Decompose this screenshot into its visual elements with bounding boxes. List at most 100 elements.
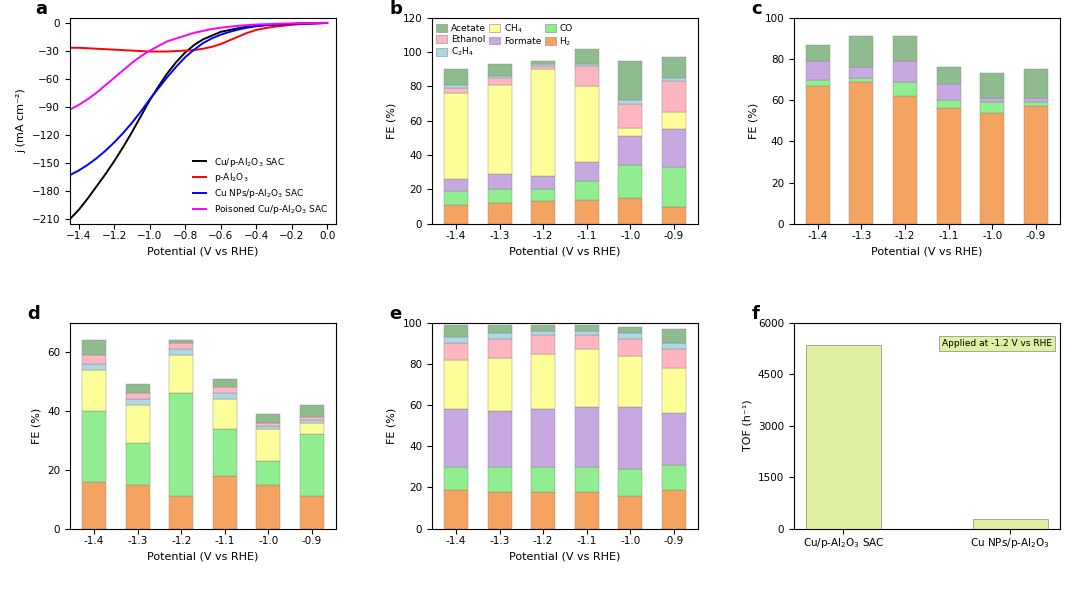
Bar [619,339,642,356]
Y-axis label: FE (%): FE (%) [31,407,42,444]
Text: b: b [390,0,402,18]
Bar [82,482,107,529]
Y-axis label: TOF (h⁻¹): TOF (h⁻¹) [742,400,752,451]
Bar [487,203,511,224]
Bar [300,420,324,423]
Bar [662,57,685,78]
Bar [444,325,468,337]
Bar [169,349,194,355]
Y-axis label: FE (%): FE (%) [386,103,397,139]
Bar [662,207,685,224]
Bar [444,88,468,93]
Bar [532,189,555,201]
Bar [300,417,324,420]
Bar [662,329,685,343]
Bar [532,409,555,467]
Bar [213,429,237,476]
Bar [487,339,511,358]
Bar [849,67,874,78]
Bar [532,353,555,409]
Text: d: d [27,305,40,323]
Bar [82,355,107,364]
Bar [169,355,194,393]
Bar [487,189,511,203]
Bar [126,384,150,393]
Bar [662,167,685,207]
Bar [575,49,598,64]
Text: a: a [36,0,47,18]
Bar [806,61,830,80]
Bar [82,340,107,355]
Bar [213,399,237,429]
Bar [126,393,150,399]
Bar [532,66,555,69]
Bar [444,179,468,191]
Bar [662,413,685,465]
Bar [575,335,598,349]
Bar [849,36,874,67]
Bar [575,467,598,492]
Bar [256,414,281,423]
Bar [575,66,598,87]
Bar [936,109,961,224]
Bar [532,325,555,331]
Bar [662,349,685,368]
Bar [82,364,107,369]
Bar [487,333,511,339]
Bar [126,405,150,443]
Bar [532,492,555,529]
Bar [619,327,642,333]
Text: Applied at -1.2 V vs RHE: Applied at -1.2 V vs RHE [942,339,1052,348]
X-axis label: Potential (V vs RHE): Potential (V vs RHE) [147,552,258,562]
Bar [532,331,555,335]
Legend: Cu/p-Al$_2$O$_3$ SAC, p-Al$_2$O$_3$, Cu NPs/p-Al$_2$O$_3$ SAC, Poisoned Cu/p-Al$: Cu/p-Al$_2$O$_3$ SAC, p-Al$_2$O$_3$, Cu … [189,152,331,219]
Bar [487,64,511,76]
Bar [444,489,468,529]
Bar [619,136,642,166]
Bar [300,497,324,529]
Bar [575,181,598,200]
Bar [662,129,685,167]
Bar [575,87,598,162]
Bar [169,343,194,349]
Bar [444,409,468,467]
Bar [444,85,468,88]
Bar [893,96,917,224]
Bar [444,205,468,224]
Text: f: f [751,305,759,323]
Bar [662,489,685,529]
Bar [575,325,598,331]
Bar [1023,69,1048,98]
Bar [532,201,555,224]
Bar [662,368,685,413]
Bar [980,113,1004,224]
Bar [487,76,511,78]
Bar [487,78,511,85]
Bar [806,345,881,529]
Bar [300,434,324,497]
Bar [126,399,150,405]
Bar [532,467,555,492]
Bar [619,128,642,136]
Bar [619,61,642,100]
Bar [82,369,107,411]
Bar [444,360,468,409]
Bar [575,349,598,407]
Bar [444,93,468,179]
Bar [806,45,830,61]
Bar [619,166,642,198]
Bar [444,191,468,205]
Bar [213,476,237,529]
Bar [575,492,598,529]
Bar [532,176,555,189]
Bar [662,78,685,81]
Text: e: e [390,305,401,323]
Bar [487,467,511,492]
Bar [532,69,555,176]
Bar [126,443,150,485]
Bar [619,103,642,128]
Bar [662,343,685,349]
Bar [893,61,917,82]
Bar [213,393,237,399]
Bar [444,69,468,85]
